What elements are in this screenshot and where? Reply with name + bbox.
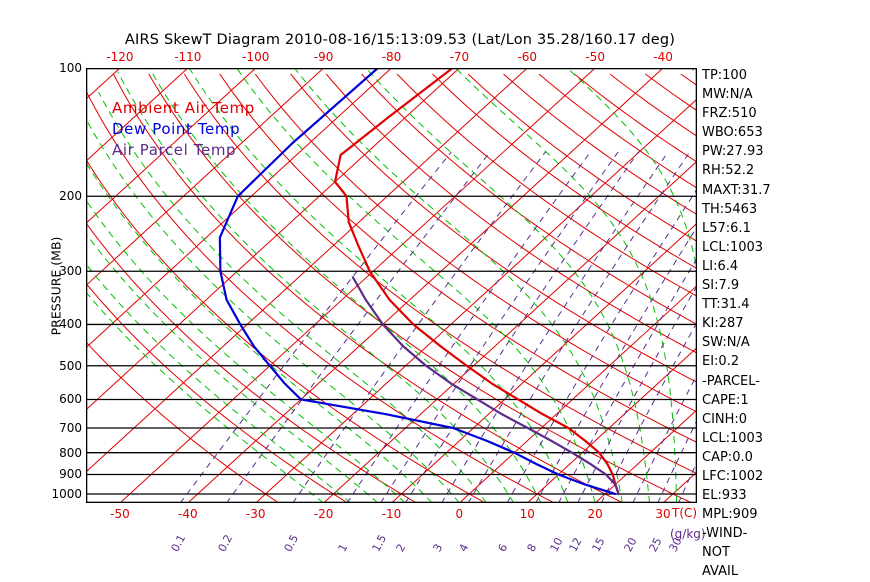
mixing-ratio-tick-10: 10 [547, 535, 566, 554]
wind-line-0: NOT [702, 545, 730, 561]
mixing-ratio-tick-4: 4 [456, 541, 472, 554]
skewt-diagram: AIRS SkewT Diagram 2010-08-16/15:13:09.5… [49, 32, 771, 579]
pressure-tick-500: 500 [59, 358, 82, 373]
index-tp: TP:100 [702, 68, 747, 83]
skewt-canvas [86, 68, 697, 503]
index-maxt: MAXT:31.7 [702, 182, 771, 198]
top-temp-tick--90: -90 [313, 50, 334, 64]
pressure-tick-200: 200 [59, 189, 82, 204]
index-th: TH:5463 [702, 201, 758, 217]
bottom-temp-tick--40: -40 [178, 507, 198, 521]
pressure-tick-100: 100 [59, 61, 82, 75]
mixing-ratio-tick-15: 15 [589, 535, 608, 554]
index-mw: MW:N/A [702, 87, 753, 103]
index-ki: KI:287 [702, 316, 744, 332]
plot-area [86, 68, 697, 503]
page-title: AIRS SkewT Diagram 2010-08-16/15:13:09.5… [124, 32, 676, 48]
temp-axis-title: T(C) [672, 506, 698, 520]
mixing-ratio-tick-20: 20 [621, 535, 640, 554]
bottom-temp-tick-30: 30 [655, 507, 671, 521]
sounding-curve-parcel [351, 276, 620, 496]
pressure-tick-700: 700 [59, 420, 82, 435]
mixing-ratio-axis-title: (g/kg) [670, 527, 706, 541]
pressure-tick-400: 400 [59, 317, 82, 332]
parcel-index-mpl: MPL:909 [702, 507, 758, 523]
bottom-temp-tick-20: 20 [587, 507, 603, 521]
top-temp-tick--120: -120 [106, 50, 134, 64]
sounding-curve-ambient [333, 68, 620, 496]
top-temp-tick--40: -40 [653, 50, 673, 64]
mixing-ratio-tick-1: 1 [335, 541, 351, 554]
parcel-index-cinh: CINH:0 [702, 411, 748, 427]
mixing-ratio-tick-1.5: 1.5 [369, 532, 389, 554]
bottom-temp-tick--10: -10 [381, 507, 402, 521]
top-temp-tick--80: -80 [381, 50, 402, 64]
top-temp-tick--100: -100 [242, 50, 270, 64]
parcel-index-el: EL:933 [702, 488, 747, 504]
wind-section-header: -WIND- [702, 526, 748, 542]
index-tt: TT:31.4 [702, 297, 750, 313]
bottom-temp-tick-0: 0 [455, 507, 464, 521]
index-lcl: LCL:1003 [702, 239, 764, 255]
pressure-tick-600: 600 [59, 392, 82, 407]
bottom-temp-tick--30: -30 [245, 507, 266, 521]
bottom-temp-tick--20: -20 [313, 507, 334, 521]
wind-line-1: AVAIL [702, 564, 739, 580]
parcel-index-lfc: LFC:1002 [702, 468, 764, 484]
index-si: SI:7.9 [702, 278, 740, 294]
mixing-ratio-tick-0.2: 0.2 [215, 532, 235, 554]
pressure-tick-1000: 1000 [51, 486, 82, 501]
legend-dew-point-temp: Dew Point Temp [112, 120, 241, 138]
sounding-curve-dewpoint [218, 68, 617, 496]
bottom-temp-tick--50: -50 [110, 507, 130, 521]
parcel-index-lcl: LCL:1003 [702, 430, 764, 446]
legend-ambient-air-temp: Ambient Air Temp [112, 99, 255, 117]
parcel-index-cap: CAP:0.0 [702, 449, 753, 465]
mixing-ratio-tick-25: 25 [646, 535, 665, 554]
index-ei: EI:0.2 [702, 354, 740, 370]
bottom-temp-tick-10: 10 [519, 507, 535, 521]
indices-panel: TP:100 MW:N/A FRZ:510 WBO:653 PW:27.93 RH:52.… [702, 66, 862, 582]
mixing-ratio-tick-0.5: 0.5 [281, 532, 301, 554]
top-temp-tick--50: -50 [585, 50, 605, 64]
top-temp-tick--110: -110 [174, 50, 202, 64]
index-li: LI:6.4 [702, 258, 739, 274]
mixing-ratio-tick-2: 2 [393, 541, 409, 554]
top-temp-tick--60: -60 [517, 50, 538, 64]
index-wbo: WBO:653 [702, 125, 763, 141]
index-l57: L57:6.1 [702, 220, 751, 236]
index-rh: RH:52.2 [702, 163, 755, 179]
pressure-tick-800: 800 [59, 445, 82, 460]
parcel-index-cape: CAPE:1 [702, 392, 749, 408]
mixing-ratio-tick-12: 12 [566, 535, 585, 554]
top-temp-tick--70: -70 [449, 50, 470, 64]
index-sw: SW:N/A [702, 335, 750, 351]
mixing-ratio-tick-8: 8 [524, 541, 540, 554]
index-pw: PW:27.93 [702, 144, 764, 160]
mixing-ratio-tick-0.1: 0.1 [168, 532, 189, 554]
pressure-tick-900: 900 [59, 467, 82, 482]
index-frz: FRZ:510 [702, 106, 757, 122]
mixing-ratio-tick-3: 3 [430, 541, 445, 554]
pressure-tick-300: 300 [59, 264, 82, 279]
mixing-ratio-tick-6: 6 [495, 541, 511, 554]
parcel-section-header: -PARCEL- [702, 373, 760, 389]
legend-air-parcel-temp: Air Parcel Temp [112, 141, 237, 159]
